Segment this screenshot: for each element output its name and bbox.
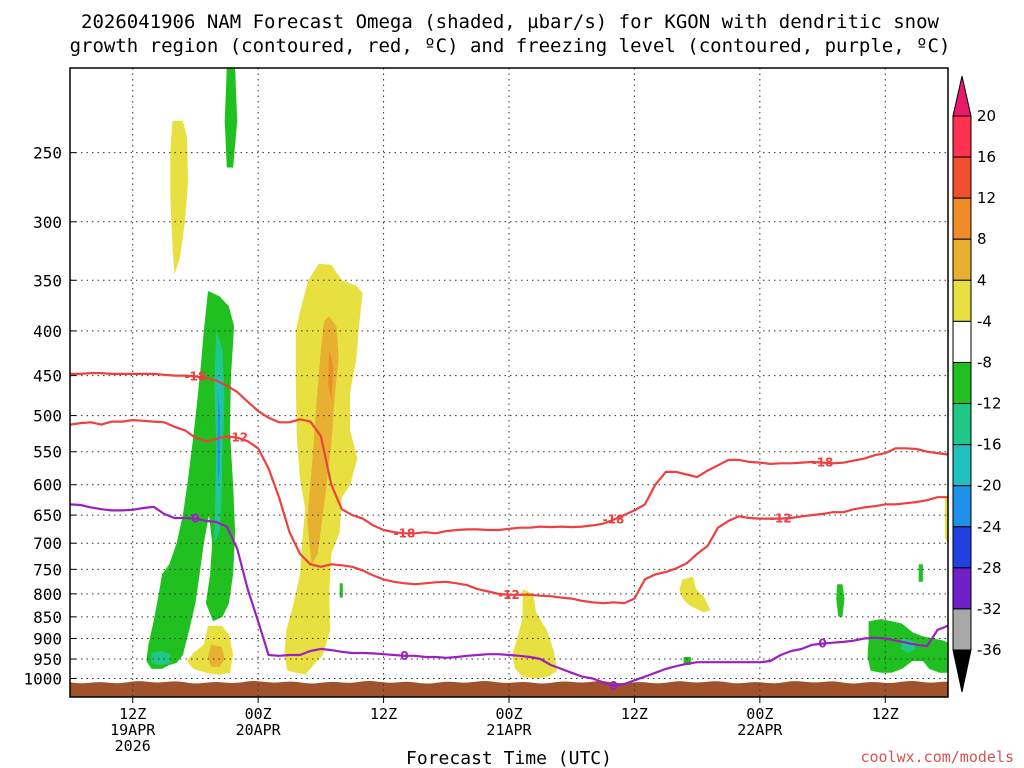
colorbar-swatch xyxy=(952,485,972,528)
omega-region-13 xyxy=(679,576,711,613)
colorbar-label: -28 xyxy=(977,559,1002,577)
colorbar-label: 8 xyxy=(977,230,987,248)
omega-region-4 xyxy=(328,349,334,401)
colorbar-swatch xyxy=(952,444,972,487)
x-tick-label: 12Z xyxy=(621,705,648,723)
x-tick-label: 22APR xyxy=(737,721,783,739)
x-tick-label: 12Z xyxy=(370,705,397,723)
colorbar: 20 16 12 8 4 -4 -8 -12 -16 -20 -24 -28 -32 -36 xyxy=(952,75,1002,693)
colorbar-label: -12 xyxy=(977,395,1002,413)
y-tick-label: 450 xyxy=(33,367,62,386)
contour-label: -12 xyxy=(770,512,792,526)
omega-region-5 xyxy=(146,291,236,669)
x-tick-label: 12Z xyxy=(119,705,146,723)
omega-region-9 xyxy=(151,651,171,665)
y-tick-label: 600 xyxy=(33,476,62,495)
x-tick-label: 21APR xyxy=(486,721,532,739)
colorbar-label: 12 xyxy=(977,189,996,207)
colorbar-swatch xyxy=(952,238,972,281)
y-tick-label: 850 xyxy=(33,608,62,627)
contour-line-0 xyxy=(70,372,948,535)
y-tick-label: 400 xyxy=(33,322,62,341)
omega-region-0 xyxy=(170,121,189,275)
contour-label: 0 xyxy=(818,637,826,651)
x-tick-label: 00Z xyxy=(746,705,773,723)
omega-region-19 xyxy=(944,494,948,544)
omega-region-15 xyxy=(836,584,845,617)
y-tick-label: 350 xyxy=(33,271,62,290)
x-tick-label: 20APR xyxy=(236,721,282,739)
x-tick-label: 19APR xyxy=(110,721,156,739)
chart-title-line1: 2026041906 NAM Forecast Omega (shaded, µ… xyxy=(81,11,939,33)
colorbar-swatch xyxy=(952,320,972,363)
colorbar-label: -32 xyxy=(977,600,1002,618)
ground-band xyxy=(70,681,948,697)
colorbar-label: -24 xyxy=(977,518,1002,536)
omega-region-1 xyxy=(224,68,238,168)
chart-title-line2: growth region (contoured, red, ºC) and f… xyxy=(70,35,951,57)
colorbar-swatch xyxy=(952,279,972,322)
ground-band-layer xyxy=(70,681,948,697)
y-axis: 250 300 350 400 450 500 550 600 650 700 750 800 850 9… xyxy=(23,144,76,688)
colorbar-swatch xyxy=(952,115,972,158)
credit-text: coolwx.com/models xyxy=(860,748,1014,766)
y-tick-label: 300 xyxy=(33,213,62,232)
omega-region-20 xyxy=(339,583,343,598)
colorbar-swatch xyxy=(952,361,972,405)
colorbar-swatch xyxy=(952,403,972,446)
y-tick-label: 1000 xyxy=(23,669,62,688)
contour-layer: -18 -18 -18 -18 -12 -12 -12 0 0 0 0 xyxy=(70,369,948,693)
y-tick-label: 750 xyxy=(33,560,62,579)
colorbar-swatch xyxy=(952,156,972,199)
omega-region-11 xyxy=(208,644,225,667)
contour-label: -18 xyxy=(185,369,207,383)
colorbar-label: 16 xyxy=(977,148,996,166)
colorbar-bottom-arrow xyxy=(952,649,972,693)
colorbar-label: -8 xyxy=(977,353,992,371)
y-tick-label: 800 xyxy=(33,585,62,604)
colorbar-swatch xyxy=(952,567,972,610)
contour-label: -18 xyxy=(394,526,416,540)
y-tick-label: 500 xyxy=(33,407,62,426)
y-tick-label: 950 xyxy=(33,650,62,669)
y-tick-label: 900 xyxy=(33,630,62,649)
x-axis-label: Forecast Time (UTC) xyxy=(406,748,612,768)
contour-label: -18 xyxy=(603,513,625,527)
contour-label: -12 xyxy=(226,431,248,445)
colorbar-top-arrow xyxy=(952,75,972,117)
contour-line-2 xyxy=(70,503,948,688)
x-tick-label: 2026 xyxy=(115,737,151,755)
y-tick-label: 700 xyxy=(33,534,62,553)
colorbar-label: -4 xyxy=(977,312,992,330)
contour-label: 0 xyxy=(400,649,408,663)
contour-label: 0 xyxy=(191,512,199,526)
x-tick-label: 00Z xyxy=(245,705,272,723)
colorbar-swatch xyxy=(952,526,972,569)
colorbar-swatch xyxy=(952,197,972,240)
colorbar-label: -16 xyxy=(977,436,1002,454)
y-tick-label: 250 xyxy=(33,144,62,163)
grid-layer xyxy=(70,68,948,697)
colorbar-label: -36 xyxy=(977,641,1002,659)
y-tick-label: 650 xyxy=(33,506,62,525)
omega-shading-layer xyxy=(146,68,948,679)
omega-region-16 xyxy=(918,564,923,582)
x-tick-label: 12Z xyxy=(872,705,899,723)
contour-line-1 xyxy=(70,419,948,605)
colorbar-label: 4 xyxy=(977,271,987,289)
contour-label: 0 xyxy=(609,679,617,693)
x-tick-label: 00Z xyxy=(495,705,522,723)
colorbar-label: 20 xyxy=(977,107,996,125)
contour-label: -18 xyxy=(812,456,834,470)
contour-label: -12 xyxy=(498,588,520,602)
colorbar-label: -20 xyxy=(977,477,1002,495)
y-tick-label: 550 xyxy=(33,443,62,462)
colorbar-swatch xyxy=(952,608,972,651)
